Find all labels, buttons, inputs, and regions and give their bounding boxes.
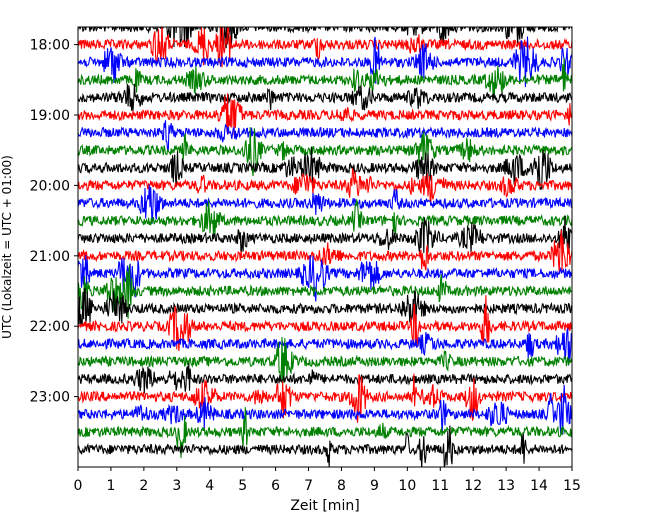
- x-tick-label: 14: [530, 478, 548, 494]
- x-tick-label: 15: [563, 478, 581, 494]
- y-tick-label: 18:00: [30, 38, 70, 54]
- x-tick-label: 2: [139, 478, 148, 494]
- y-axis-label: UTC (Lokalzeit = UTC + 01:00): [0, 155, 14, 339]
- y-tick-label: 22:00: [30, 319, 70, 335]
- x-tick-label: 8: [337, 478, 346, 494]
- trace-row-11: [78, 184, 572, 224]
- y-tick-label: 20:00: [30, 178, 70, 194]
- x-tick-label: 1: [106, 478, 115, 494]
- x-tick-label: 9: [370, 478, 379, 494]
- x-tick-label: 11: [431, 478, 449, 494]
- x-axis: 0 1 2 3 4 5 6 7 8 9 10 11 12 13 14 15: [74, 467, 581, 494]
- y-axis: 18:00 19:00 20:00 21:00 22:00 23:00: [30, 38, 78, 406]
- trace-row-8: [78, 127, 572, 177]
- y-tick-label: 19:00: [30, 108, 70, 124]
- traces-group: [78, 27, 572, 467]
- trace-row-23: [78, 384, 572, 435]
- x-axis-label: Zeit [min]: [290, 498, 359, 514]
- trace-row-16: [78, 264, 572, 319]
- trace-row-14: [78, 230, 572, 273]
- trace-row-25: [78, 425, 572, 467]
- trace-row-15: [78, 254, 572, 302]
- trace-row-9: [78, 147, 572, 191]
- x-tick-label: 5: [238, 478, 247, 494]
- trace-row-4: [78, 57, 572, 96]
- trace-row-12: [78, 198, 572, 237]
- trace-row-2: [78, 27, 572, 68]
- trace-row-10: [78, 167, 572, 203]
- y-tick-label: 23:00: [30, 390, 70, 406]
- y-tick-label: 21:00: [30, 249, 70, 265]
- trace-row-18: [78, 295, 572, 352]
- x-tick-label: 3: [172, 478, 181, 494]
- x-tick-label: 6: [271, 478, 280, 494]
- trace-row-22: [78, 373, 572, 423]
- trace-row-20: [78, 336, 572, 384]
- plot-frame: [77, 26, 573, 468]
- x-tick-label: 10: [398, 478, 416, 494]
- x-tick-label: 13: [497, 478, 515, 494]
- trace-row-21: [78, 363, 572, 394]
- x-tick-label: 4: [205, 478, 214, 494]
- trace-row-19: [78, 327, 572, 366]
- trace-row-24: [78, 407, 572, 458]
- trace-row-3: [78, 36, 572, 88]
- x-tick-label: 12: [464, 478, 482, 494]
- trace-row-13: [78, 215, 572, 254]
- trace-row-6: [78, 93, 572, 136]
- trace-row-5: [78, 83, 572, 111]
- x-tick-label: 0: [74, 478, 83, 494]
- trace-row-17: [78, 287, 572, 326]
- trace-row-7: [78, 120, 572, 153]
- x-tick-label: 7: [304, 478, 313, 494]
